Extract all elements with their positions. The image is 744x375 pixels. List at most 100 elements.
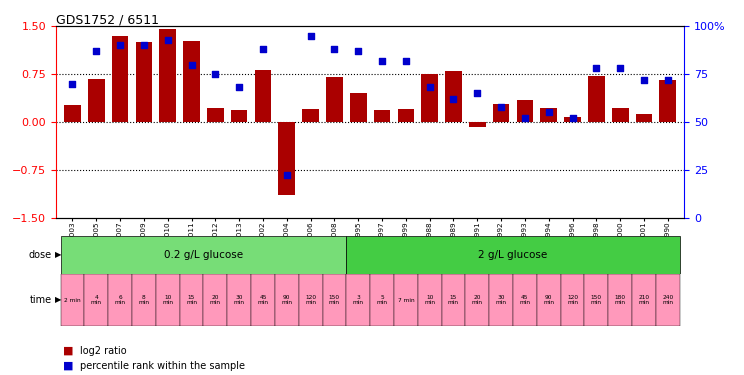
- Point: [567, 115, 579, 121]
- Bar: [394, 274, 418, 326]
- Text: 2 min: 2 min: [64, 297, 81, 303]
- Text: 120
min: 120 min: [305, 295, 316, 305]
- Point: [424, 84, 436, 90]
- Point: [543, 110, 555, 116]
- Bar: [537, 274, 561, 326]
- Bar: [278, 122, 295, 195]
- Text: percentile rank within the sample: percentile rank within the sample: [80, 361, 245, 370]
- Text: 30
min: 30 min: [234, 295, 245, 305]
- Text: GDS1752 / 6511: GDS1752 / 6511: [56, 13, 158, 26]
- Bar: [203, 274, 227, 326]
- Bar: [585, 274, 609, 326]
- Bar: [251, 274, 275, 326]
- Point: [615, 65, 626, 71]
- Bar: [540, 108, 557, 122]
- Text: 240
min: 240 min: [662, 295, 673, 305]
- Text: 2 g/L glucose: 2 g/L glucose: [478, 250, 548, 260]
- Bar: [418, 274, 442, 326]
- Point: [496, 104, 507, 110]
- Point: [209, 71, 221, 77]
- Bar: [159, 30, 176, 122]
- Point: [66, 81, 78, 87]
- Bar: [346, 274, 371, 326]
- Bar: [88, 78, 105, 122]
- Bar: [564, 117, 581, 122]
- Text: 6
min: 6 min: [115, 295, 126, 305]
- Text: ▶: ▶: [55, 296, 62, 304]
- Text: 30
min: 30 min: [496, 295, 507, 305]
- Point: [400, 58, 412, 64]
- Bar: [84, 274, 108, 326]
- Point: [328, 46, 340, 52]
- Text: 120
min: 120 min: [567, 295, 578, 305]
- Bar: [588, 76, 605, 122]
- Text: ■: ■: [63, 346, 74, 355]
- Text: 8
min: 8 min: [138, 295, 150, 305]
- Point: [257, 46, 269, 52]
- Point: [161, 37, 173, 43]
- Bar: [516, 100, 533, 122]
- Text: 10
min: 10 min: [162, 295, 173, 305]
- Bar: [493, 104, 510, 122]
- Bar: [632, 274, 656, 326]
- Text: time: time: [30, 295, 52, 305]
- Bar: [469, 122, 486, 127]
- Text: 4
min: 4 min: [91, 295, 102, 305]
- Point: [138, 42, 150, 48]
- Bar: [442, 274, 466, 326]
- Bar: [490, 274, 513, 326]
- Bar: [298, 274, 322, 326]
- Bar: [635, 114, 652, 122]
- Point: [376, 58, 388, 64]
- Text: 210
min: 210 min: [638, 295, 650, 305]
- Text: 20
min: 20 min: [210, 295, 221, 305]
- Bar: [350, 93, 367, 122]
- Bar: [612, 108, 629, 122]
- Bar: [275, 274, 298, 326]
- Point: [233, 84, 245, 90]
- Bar: [231, 110, 248, 122]
- Point: [448, 96, 460, 102]
- Point: [304, 33, 316, 39]
- Bar: [183, 41, 200, 122]
- Text: 0.2 g/L glucose: 0.2 g/L glucose: [164, 250, 243, 260]
- Text: 5
min: 5 min: [376, 295, 388, 305]
- Bar: [513, 274, 537, 326]
- Bar: [112, 36, 129, 122]
- Text: ▶: ▶: [55, 251, 62, 260]
- Text: ■: ■: [63, 361, 74, 370]
- Text: 15
min: 15 min: [448, 295, 459, 305]
- Bar: [397, 109, 414, 122]
- Bar: [64, 105, 81, 122]
- Point: [472, 90, 484, 96]
- Bar: [132, 274, 155, 326]
- Point: [352, 48, 364, 54]
- Point: [662, 77, 674, 83]
- Text: 45
min: 45 min: [519, 295, 530, 305]
- Bar: [155, 274, 179, 326]
- Bar: [466, 274, 490, 326]
- Point: [114, 42, 126, 48]
- Text: 20
min: 20 min: [472, 295, 483, 305]
- Point: [185, 62, 197, 68]
- Bar: [656, 274, 680, 326]
- Bar: [179, 274, 203, 326]
- Bar: [60, 274, 84, 326]
- Bar: [561, 274, 585, 326]
- Bar: [421, 74, 438, 122]
- Bar: [346, 236, 680, 274]
- Bar: [207, 108, 224, 122]
- Point: [519, 115, 531, 121]
- Text: 150
min: 150 min: [591, 295, 602, 305]
- Text: 180
min: 180 min: [615, 295, 626, 305]
- Bar: [322, 274, 346, 326]
- Text: log2 ratio: log2 ratio: [80, 346, 126, 355]
- Point: [591, 65, 603, 71]
- Bar: [373, 110, 391, 122]
- Text: dose: dose: [29, 250, 52, 260]
- Text: 150
min: 150 min: [329, 295, 340, 305]
- Bar: [135, 42, 153, 122]
- Text: 15
min: 15 min: [186, 295, 197, 305]
- Point: [90, 48, 102, 54]
- Bar: [445, 71, 462, 122]
